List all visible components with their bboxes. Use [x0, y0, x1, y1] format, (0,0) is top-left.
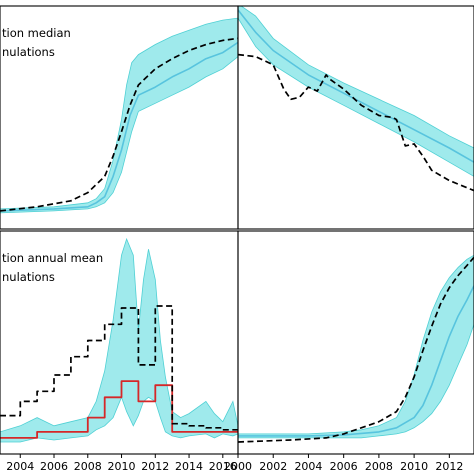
- observed-dashed-line-bottom-left: [0, 305, 238, 431]
- legend-top-left-line-1: tion median: [2, 26, 71, 40]
- observed-dashed-line-bottom-right: [238, 256, 474, 443]
- xtick-label-bottom-right-1: 2002: [259, 460, 287, 473]
- legend-bottom-left-line-1: tion annual mean: [2, 251, 103, 265]
- xtick-label-bottom-right-0: 2000: [224, 460, 252, 473]
- legend-bottom-left-line-2: nulations: [2, 270, 55, 284]
- xtick-label-bottom-left-2: 2008: [74, 460, 102, 473]
- xtick-label-bottom-right-5: 2010: [400, 460, 428, 473]
- legend-top-left-line-2: nulations: [2, 45, 55, 59]
- xtick-label-bottom-left-4: 2012: [141, 460, 169, 473]
- uncertainty-band-bottom-right: [238, 254, 474, 439]
- panel-plot-bottom-left: [0, 237, 238, 443]
- annual-mean-line-bottom-left: [0, 380, 238, 439]
- observed-dashed-line-top-left: [0, 37, 238, 212]
- panel-plot-top-left: [0, 17, 238, 214]
- panel-frame-top-right: [237, 5, 474, 230]
- panel-plot-top-right: [238, 6, 474, 192]
- xtick-label-bottom-left-0: 2004: [6, 460, 34, 473]
- xtick-label-bottom-left-3: 2010: [108, 460, 136, 473]
- xtick-label-bottom-left-6: 2016: [209, 460, 237, 473]
- xtick-label-bottom-right-4: 2008: [365, 460, 393, 473]
- observed-dashed-line-top-right: [238, 53, 474, 192]
- median-line-bottom-right: [238, 285, 474, 437]
- xtick-label-bottom-left-5: 2014: [175, 460, 203, 473]
- panel-plot-bottom-right: [238, 254, 474, 443]
- xtick-label-bottom-right-2: 2004: [294, 460, 322, 473]
- panel-frame-bottom-right: [237, 230, 474, 455]
- xtick-label-bottom-right-3: 2006: [330, 460, 358, 473]
- median-line-top-right: [238, 9, 474, 163]
- xtick-label-bottom-left-1: 2006: [40, 460, 68, 473]
- xtick-label-bottom-right-6: 2012: [435, 460, 463, 473]
- uncertainty-band-bottom-left: [0, 237, 238, 443]
- uncertainty-band-top-right: [238, 6, 474, 177]
- median-line-top-left: [0, 41, 238, 212]
